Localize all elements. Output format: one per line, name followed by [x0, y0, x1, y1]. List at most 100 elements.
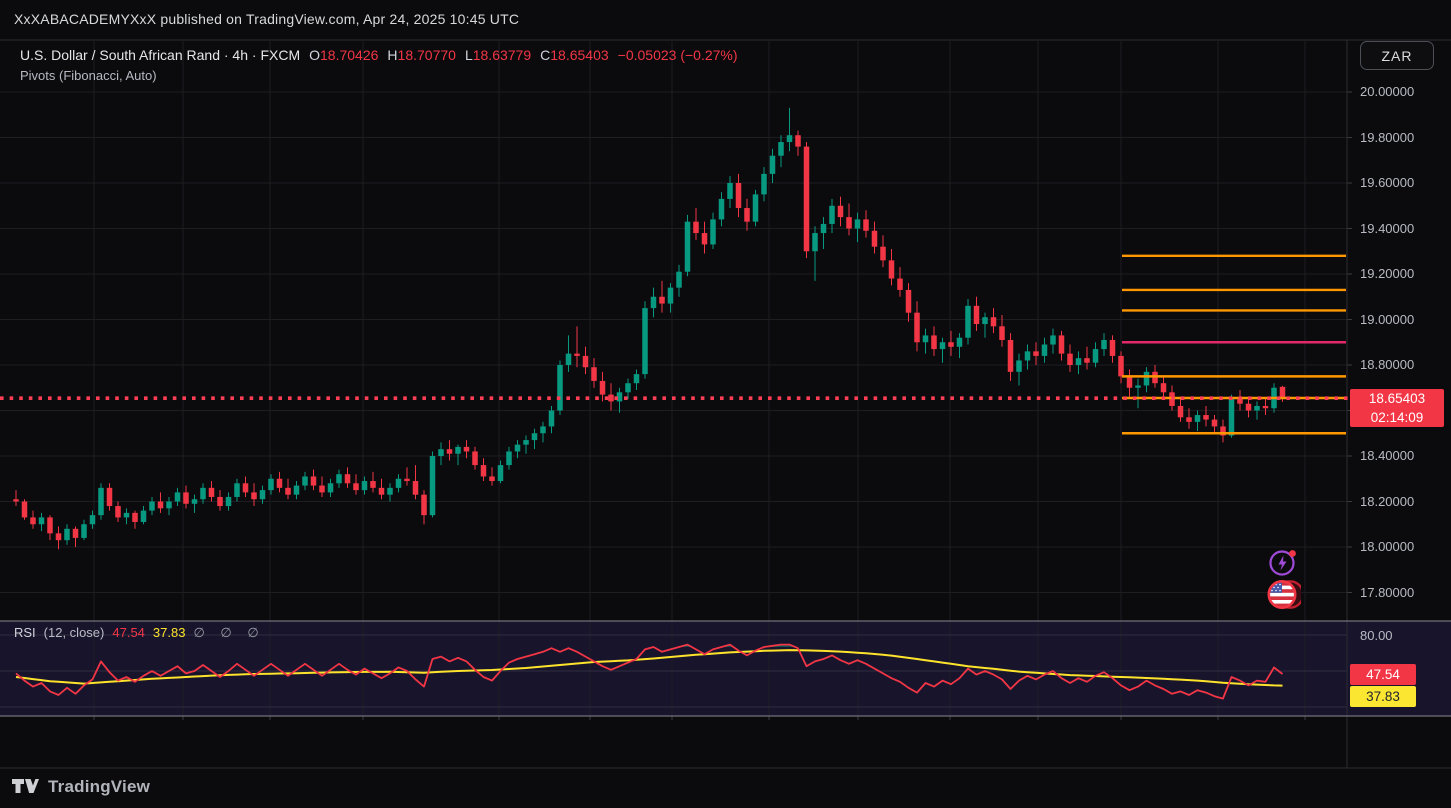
candle-body	[200, 487, 206, 500]
indicator-label-pivots[interactable]: Pivots (Fibonacci, Auto)	[20, 68, 157, 83]
candle-body	[948, 342, 954, 347]
candle-body	[140, 510, 147, 522]
candle-body	[514, 444, 521, 452]
candle-body	[1050, 335, 1056, 345]
rsi-pane-background	[0, 621, 1451, 716]
candle-body	[744, 208, 750, 222]
candle-body	[795, 135, 801, 147]
candle-body	[1177, 405, 1184, 418]
candle-body	[574, 353, 580, 356]
candle-body	[157, 501, 164, 509]
candle-body	[820, 223, 827, 234]
candle-body	[1203, 415, 1209, 420]
ideas-flash-icon[interactable]	[1267, 546, 1299, 578]
candle-body	[999, 326, 1005, 340]
candle-body	[455, 446, 461, 454]
candle-body	[922, 335, 929, 343]
candle-body	[344, 474, 351, 484]
candle-body	[208, 487, 215, 497]
candle-body	[684, 221, 691, 272]
candle-body	[429, 456, 436, 516]
flash-icon-ring	[1269, 550, 1295, 576]
candle-body	[327, 483, 334, 493]
tradingview-logo-text: TradingView	[48, 777, 151, 796]
candle-body	[1118, 355, 1124, 377]
candle-body	[888, 260, 895, 279]
candle-body	[786, 135, 793, 143]
candle-body	[268, 478, 274, 491]
candle-body	[582, 355, 589, 368]
candle-body	[395, 478, 402, 488]
candle-body	[123, 512, 130, 518]
rsi-value-signal: 37.83	[152, 625, 186, 640]
bar-countdown: 02:14:09	[1370, 410, 1424, 425]
notification-dot	[1289, 550, 1296, 557]
candle-body	[965, 305, 971, 338]
rsi-main-value-label: 47.54	[1350, 664, 1416, 685]
candle-body	[854, 219, 861, 229]
candle-body	[336, 474, 342, 484]
candle-body	[1160, 383, 1167, 393]
candle-body	[608, 394, 614, 402]
candle-body	[633, 374, 640, 384]
symbol-info-bar[interactable]: U.S. Dollar / South African Rand · 4h · …	[20, 47, 738, 63]
candle-body	[1143, 371, 1150, 386]
candle-body	[1220, 426, 1226, 436]
candle-body	[438, 449, 444, 456]
candle-body	[1262, 405, 1269, 409]
candle-body	[599, 380, 606, 395]
candle-body	[973, 305, 980, 325]
candle-body	[1084, 358, 1090, 363]
candle-body	[1024, 351, 1031, 361]
candle-body	[693, 221, 699, 234]
rsi-name[interactable]: RSI	[14, 625, 36, 640]
us-flag-icon[interactable]	[1265, 578, 1305, 611]
candle-body	[370, 481, 376, 488]
rsi-signal-line	[15, 649, 1283, 687]
price-tick-label: 18.40000	[1360, 448, 1415, 463]
rsi-signal-value-label: 37.83	[1350, 686, 1416, 707]
candle-body	[880, 246, 886, 261]
candle-body	[55, 533, 62, 541]
candle-body	[1007, 339, 1014, 372]
candle-body	[1041, 344, 1048, 356]
candle-body	[361, 481, 368, 491]
last-price-value: 18.65403	[1368, 391, 1426, 406]
candle-body	[106, 487, 113, 507]
candle-body	[132, 512, 138, 522]
price-tick-label: 17.80000	[1360, 584, 1415, 600]
rsi-indicator-bar[interactable]: RSI (12, close) 47.54 37.83 ∅ ∅ ∅	[14, 625, 265, 641]
currency-unit-button[interactable]: ZAR	[1360, 41, 1434, 70]
candle-body	[217, 496, 223, 507]
candle-body	[616, 392, 623, 402]
tradingview-logo[interactable]: TradingView	[12, 777, 150, 797]
candle-body	[803, 146, 810, 252]
candle-body	[931, 335, 937, 350]
candle-body	[625, 383, 631, 393]
candle-body	[540, 426, 546, 434]
candle-body	[871, 230, 878, 247]
candle-body	[191, 499, 198, 504]
candle-body	[956, 337, 963, 347]
candle-body	[47, 517, 53, 534]
symbol-title[interactable]: U.S. Dollar / South African Rand · 4h · …	[20, 47, 301, 63]
ohlc-high: H18.70770	[387, 47, 456, 63]
candle-body	[1067, 353, 1073, 365]
candle-body	[710, 219, 716, 245]
candle-body	[676, 271, 682, 288]
price-tick-label: 20.00000	[1360, 84, 1415, 99]
candle-body	[115, 506, 121, 518]
price-tick-label: 18.00000	[1360, 539, 1415, 554]
price-axis[interactable]: 20.00000 19.80000 19.60000 19.40000 19.20000…	[1347, 0, 1451, 808]
candle-body	[310, 476, 317, 486]
candle-body	[1245, 403, 1252, 411]
rsi-axis-tick: 80.00	[1360, 628, 1393, 643]
candle-body	[1228, 399, 1235, 436]
rsi-empty-values: ∅ ∅ ∅	[193, 625, 265, 640]
candle-body	[285, 487, 291, 495]
candle-body	[557, 365, 563, 411]
ohlc-open: O18.70426	[309, 47, 379, 63]
candle-body	[1016, 360, 1022, 372]
candlestick-series	[13, 107, 1286, 550]
